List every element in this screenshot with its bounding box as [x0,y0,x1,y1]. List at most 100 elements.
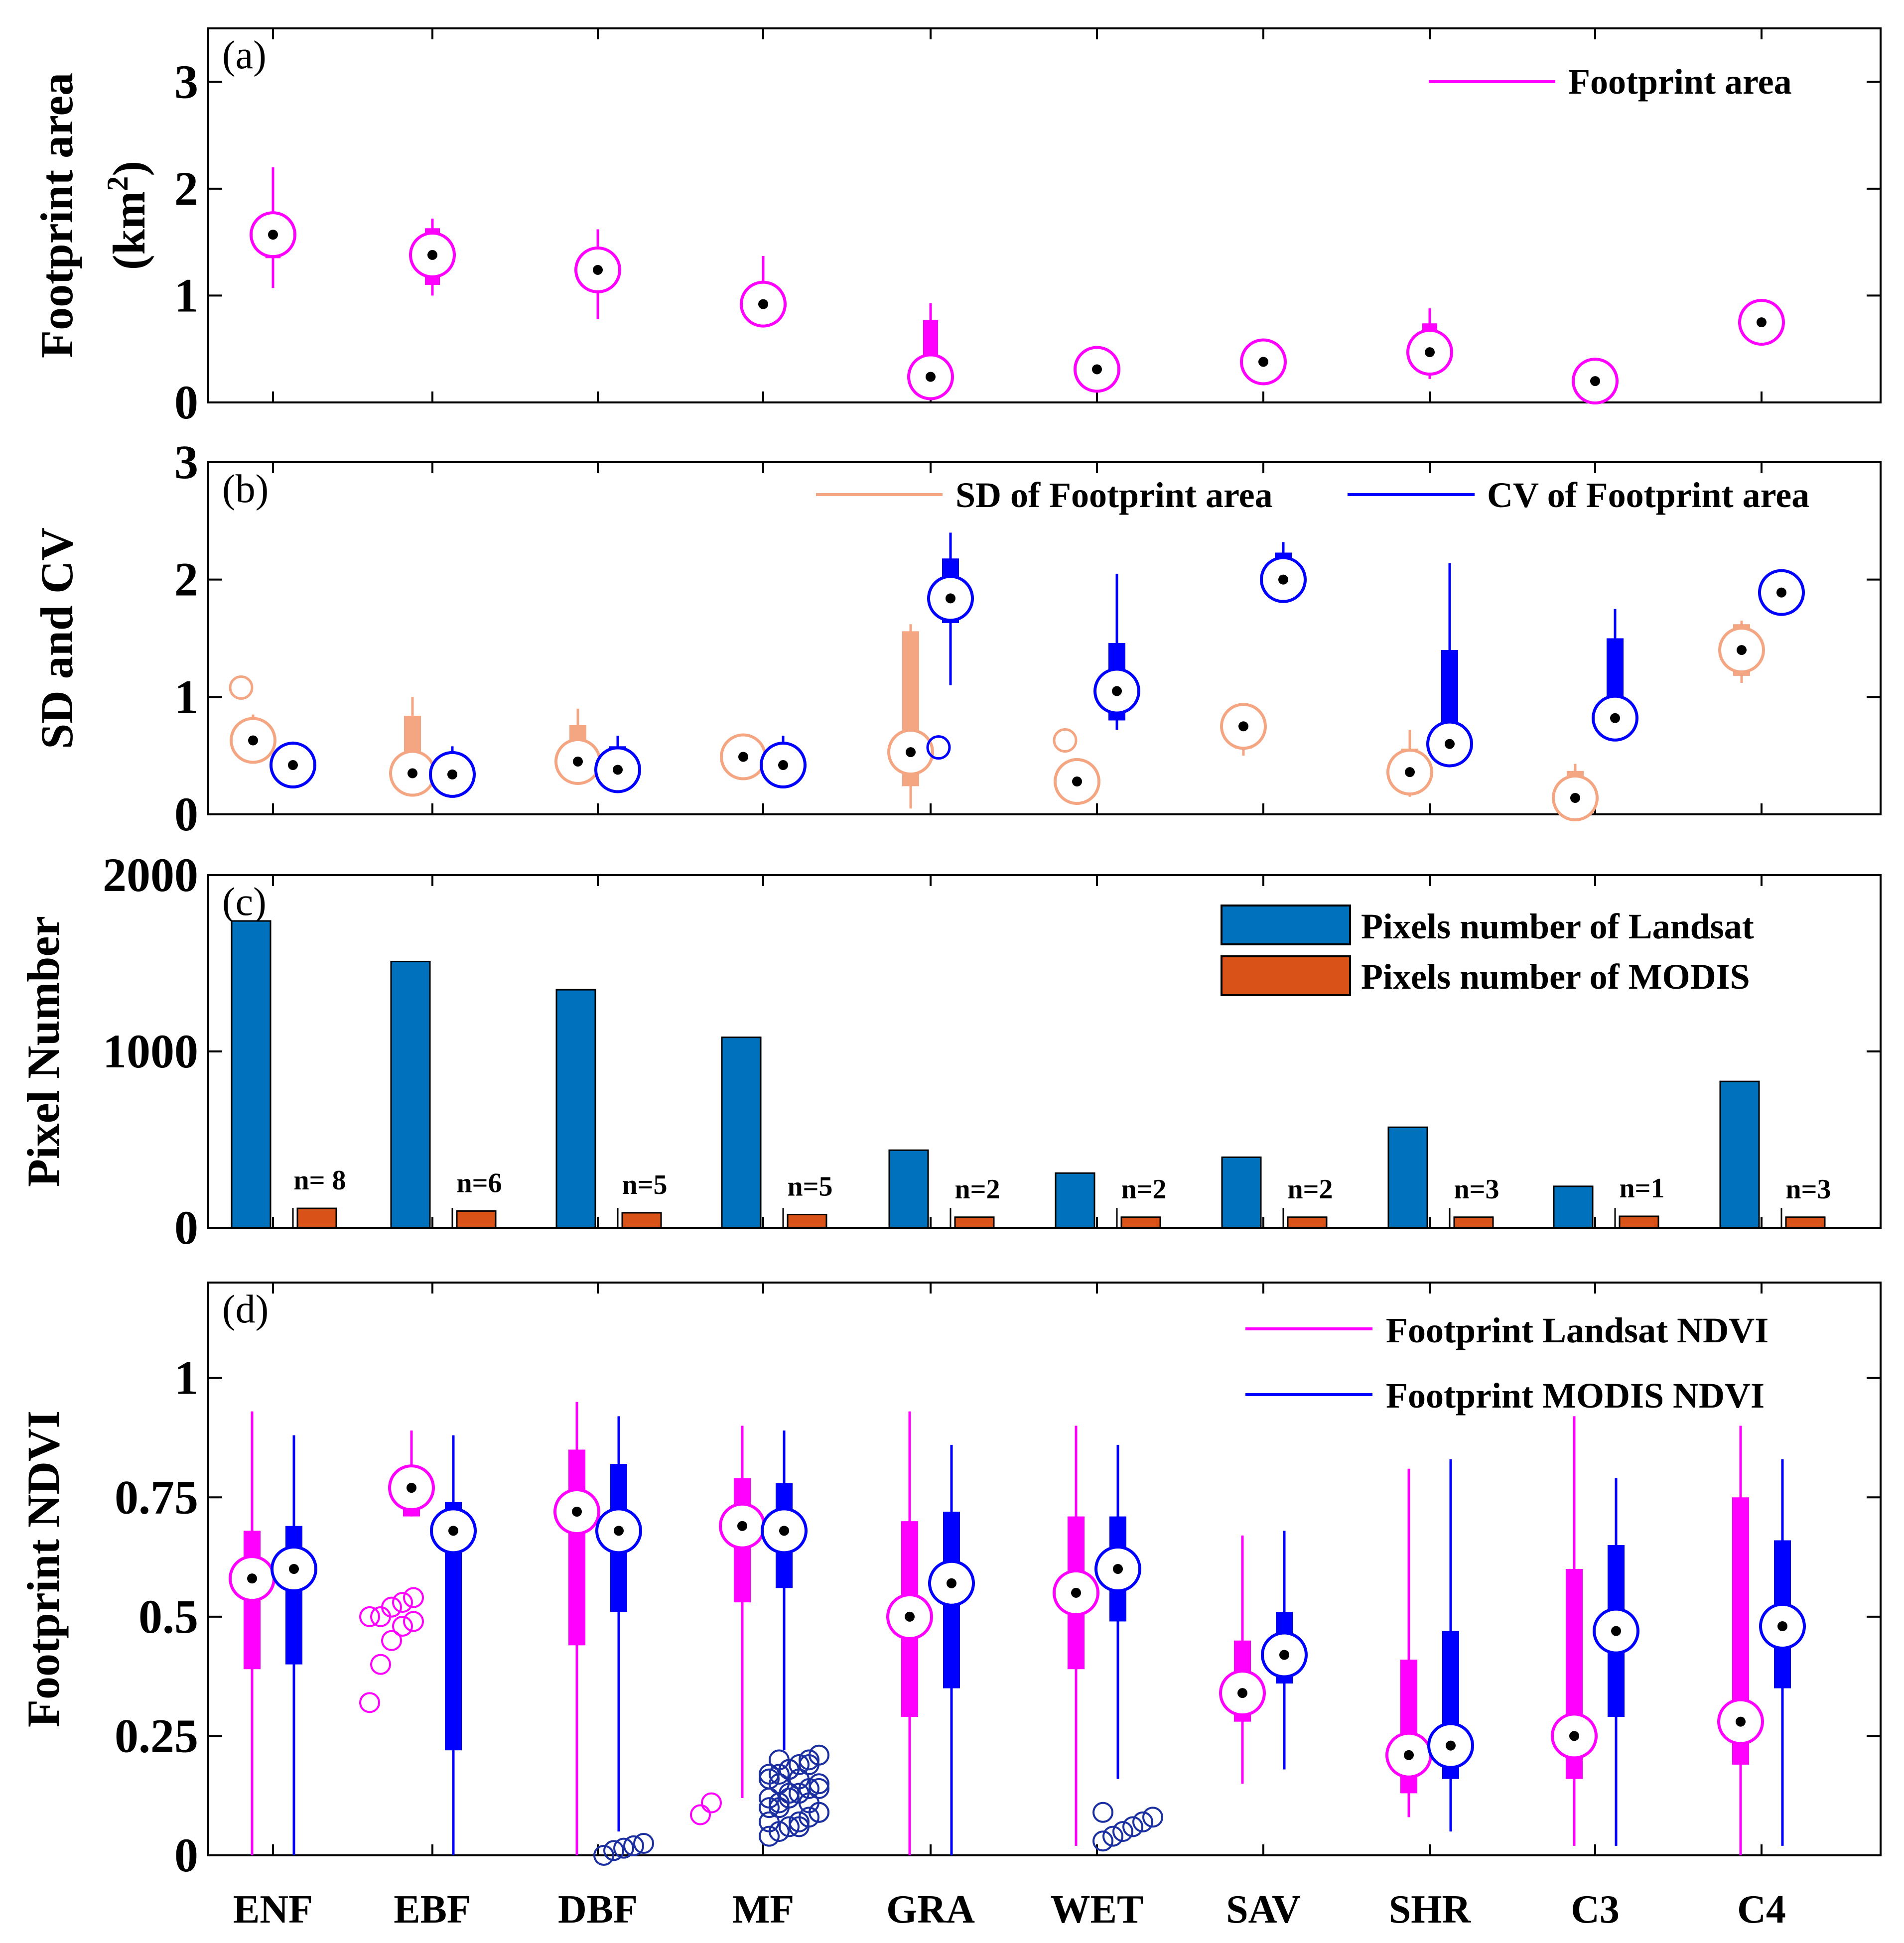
panel-label: (b) [222,467,269,511]
cv-box [594,736,641,793]
x-category-label: GRA [886,1888,975,1932]
sd-box [229,675,276,764]
bar-modis [1287,1216,1328,1229]
footprint-area-box [1074,346,1120,393]
footprint-area-median-dot [427,250,437,260]
cv-box [926,532,974,760]
footprint-area-median-dot [1757,317,1767,328]
bar-landsat [390,960,431,1229]
footprint-area-median-dot [926,372,936,382]
ndvi-median-dot [448,1526,458,1536]
x-category-label: ENF [233,1888,313,1932]
cv-box [1592,609,1638,742]
bar-modis [1785,1216,1826,1229]
y-tick-label: 0 [174,1201,198,1254]
legend-swatch-modis [1221,955,1351,996]
x-category-label: DBF [558,1888,638,1932]
plot-frame [207,461,1882,815]
ndvi-outlier [809,1773,829,1795]
sd-outlier [1053,728,1078,753]
y-axis-label: SD and CV [31,527,82,749]
bar-landsat [1719,1080,1760,1229]
bar-annotation: n=2 [954,1174,1000,1205]
ndvi-outlier [1142,1807,1163,1828]
bar-landsat [555,989,596,1229]
ndvi-landsat-box [886,1411,933,1855]
y-axis-label: Pixel Number [18,916,69,1187]
ndvi-median-dot [572,1507,582,1517]
ndvi-outlier [1092,1802,1113,1823]
panel-label: (a) [222,33,267,77]
y-tick-label: 2 [174,162,198,215]
ndvi-outlier [1092,1830,1113,1852]
ndvi-outlier [789,1754,810,1775]
bar-modis [954,1216,995,1229]
bar-landsat [231,920,272,1229]
sd-median-dot [1570,793,1580,803]
sd-box [887,624,934,809]
cv-box [429,746,476,798]
panel-b-sd-and-cv: 0 1 2 3 (b) SD and CV SD of Footprint area CV o… [31,435,1882,841]
y-axis-label-unit: (km [104,191,154,270]
cv-box [1426,563,1473,768]
ndvi-outlier [359,1692,380,1713]
bar-modis [787,1213,827,1229]
sd-box [1718,621,1765,683]
bar-modis [1120,1216,1161,1229]
footprint-area-median-dot [1425,347,1435,358]
footprint-area-median-dot [1258,357,1268,367]
bar-landsat [1055,1172,1095,1229]
sd-median-dot [1238,721,1248,732]
ndvi-outlier [403,1587,424,1608]
cv-median-dot [946,593,955,604]
footprint-area-box [1738,299,1785,346]
ndvi-landsat-box [1053,1425,1099,1846]
ndvi-modis-box [593,1416,654,1866]
bar-landsat [1553,1185,1594,1229]
panel-c-pixel-number: 0 1000 2000 (c) n= 8 n=6 n=5 n=5 n=2 n=2 n=2 n=3 n=1… [18,848,1882,1254]
footprint-area-box [740,256,787,328]
x-category-label: C4 [1737,1888,1786,1932]
y-tick-label: 2 [174,553,198,606]
bar-landsat [721,1036,762,1229]
legend-label-landsat: Footprint Landsat NDVI [1386,1310,1768,1350]
footprint-area-median-dot [758,299,768,309]
footprint-area-box [1406,308,1453,379]
sd-box [1220,703,1267,756]
ndvi-outlier [392,1616,413,1637]
legend-label-modis: Footprint MODIS NDVI [1386,1376,1765,1416]
ndvi-median-dot [905,1611,915,1622]
ndvi-landsat-box [1551,1416,1598,1846]
footprint-area-box [409,218,456,296]
ndvi-outlier [759,1788,780,1809]
legend-label-cv: CV of Footprint area [1487,475,1809,515]
ndvi-median-dot [1569,1731,1579,1741]
y-tick-label: 1 [174,268,198,322]
cv-outlier [926,735,951,760]
ndvi-median-dot [614,1526,624,1536]
bar-annotation: n=2 [1287,1174,1333,1205]
ndvi-outlier [799,1749,819,1771]
x-category-label: SAV [1226,1888,1301,1932]
ndvi-outlier [789,1811,810,1832]
cv-median-dot [1445,739,1455,749]
sd-median-dot [1737,645,1747,655]
ndvi-outlier [759,1811,780,1832]
ndvi-outlier [809,1778,829,1799]
ndvi-landsat-box [690,1425,766,1825]
sd-median-dot [906,747,916,758]
ndvi-outlier [633,1833,654,1854]
bar-annotation: n=5 [787,1171,832,1202]
bar-landsat [888,1149,929,1229]
ndvi-outlier [623,1835,644,1856]
ndvi-median-dot [1736,1716,1746,1727]
ndvi-landsat-box [1385,1468,1432,1817]
ndvi-outlier [593,1845,614,1866]
cv-median-dot [1776,587,1786,598]
footprint-area-box [1240,338,1287,386]
ndvi-outlier [370,1654,391,1675]
bar-annotation: n=2 [1121,1174,1166,1205]
cv-median-dot [288,760,298,771]
ndvi-modis-box [1427,1459,1474,1832]
cv-median-dot [613,765,623,775]
